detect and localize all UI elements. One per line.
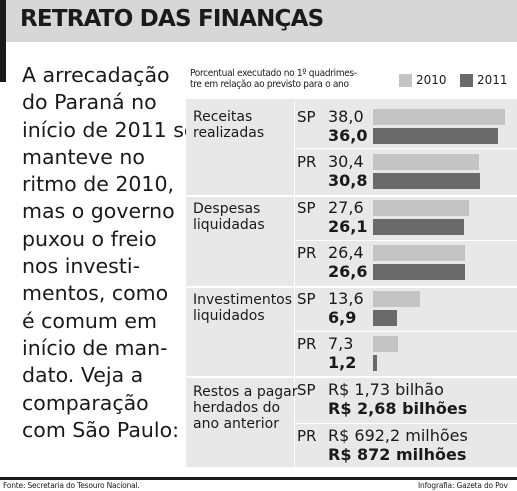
region-label: SP: [297, 108, 316, 126]
section-separator: [186, 97, 517, 99]
bar-2010-pr: [373, 245, 465, 261]
intro-line: comparação: [22, 390, 149, 415]
footer-rule: [0, 477, 517, 480]
section-separator: [186, 286, 517, 288]
value-label-2011: 36,0: [328, 126, 368, 145]
category-label-line: Investimentos: [193, 292, 293, 308]
chart-caption: Porcentual executado no 1º quadrimes- tr…: [190, 68, 405, 90]
region-label: SP: [297, 290, 316, 308]
row-separator: [294, 423, 517, 424]
category-label-despesas: Despesas liquidadas: [193, 201, 265, 233]
intro-line: nos investi-: [22, 254, 140, 279]
section-separator: [186, 376, 517, 378]
row-separator: [294, 240, 517, 241]
region-label: SP: [297, 199, 316, 217]
value-label-2010: 7,3: [328, 334, 354, 353]
bar-2011-pr: [373, 355, 378, 371]
category-label-line: Receitas: [193, 109, 253, 125]
intro-line: com São Paulo:: [22, 417, 180, 442]
category-label-investimentos: Investimentos liquidados: [193, 292, 292, 324]
legend-label-2010: 2010: [416, 73, 447, 87]
bar-2011-pr: [373, 173, 481, 189]
category-label-line: Despesas: [193, 201, 261, 217]
bar-2011-sp: [373, 310, 397, 326]
category-label-line: ano anterior: [193, 416, 279, 432]
intro-line: é comum em: [22, 308, 157, 333]
row-separator: [294, 331, 517, 332]
intro-line: mas o governo: [22, 199, 175, 224]
column-divider: [294, 101, 295, 467]
intro-line: A arrecadação: [22, 63, 170, 87]
value-label-2010: R$ 692,2 milhões: [328, 426, 468, 445]
value-label-2011: R$ 2,68 bilhões: [328, 399, 468, 418]
category-label-line: herdados do: [193, 400, 281, 416]
category-label-line: liquidados: [193, 308, 265, 324]
intro-line: do Paraná no: [22, 90, 157, 115]
value-label-2011: 6,9: [328, 308, 357, 327]
intro-line: início de 2011 se: [22, 117, 197, 142]
bar-2011-pr: [373, 264, 466, 280]
bar-2010-sp: [373, 109, 506, 125]
bar-2010-pr: [373, 336, 399, 352]
value-label-2011: R$ 872 milhões: [328, 445, 467, 464]
legend-swatch-2011: [460, 74, 473, 87]
value-label-2010: 13,6: [328, 289, 364, 308]
header-bar: [0, 0, 517, 42]
bar-2010-sp: [373, 200, 469, 216]
category-label-line: Restos a pagar: [193, 384, 298, 400]
intro-text: A arrecadação do Paraná no início de 201…: [22, 62, 197, 444]
intro-line: puxou o freio: [22, 226, 157, 251]
category-label-line: realizadas: [193, 125, 265, 141]
category-label-line: liquidadas: [193, 217, 265, 233]
caption-line: tre em relação ao previsto para o ano: [190, 79, 349, 90]
bar-2010-sp: [373, 291, 421, 307]
bar-2011-sp: [373, 219, 464, 235]
section-separator: [186, 195, 517, 197]
row-separator: [294, 148, 517, 149]
intro-line: início de man-: [22, 335, 168, 360]
value-label-2011: 1,2: [328, 353, 357, 372]
value-label-2010: R$ 1,73 bilhão: [328, 380, 444, 399]
intro-line: mentos, como: [22, 281, 169, 306]
legend-swatch-2010: [399, 74, 412, 87]
legend-label-2011: 2011: [477, 73, 508, 87]
region-label: PR: [297, 244, 317, 262]
page-title: RETRATO DAS FINANÇAS: [20, 6, 324, 32]
header-accent: [0, 0, 6, 82]
region-label: PR: [297, 427, 317, 445]
value-label-2011: 30,8: [328, 171, 368, 190]
value-label-2011: 26,1: [328, 217, 368, 236]
bar-2011-sp: [373, 128, 499, 144]
intro-line: dato. Veja a: [22, 363, 144, 388]
intro-line: manteve no: [22, 144, 145, 169]
region-label: SP: [297, 381, 316, 399]
value-label-2010: 30,4: [328, 152, 364, 171]
caption-line: Porcentual executado no 1º quadrimes-: [190, 68, 357, 79]
category-label-restos: Restos a pagar herdados do ano anterior: [193, 384, 298, 432]
footer-credit: Infografia: Gazeta do Pov: [418, 481, 508, 490]
category-label-receitas: Receitas realizadas: [193, 109, 264, 141]
region-label: PR: [297, 335, 317, 353]
value-label-2011: 26,6: [328, 262, 368, 281]
intro-line: ritmo de 2010,: [22, 172, 175, 197]
footer-source: Fonte: Secretaria do Tesouro Nacional.: [3, 481, 140, 490]
bar-2010-pr: [373, 154, 479, 170]
value-label-2010: 26,4: [328, 243, 364, 262]
region-label: PR: [297, 153, 317, 171]
value-label-2010: 38,0: [328, 107, 364, 126]
value-label-2010: 27,6: [328, 198, 364, 217]
